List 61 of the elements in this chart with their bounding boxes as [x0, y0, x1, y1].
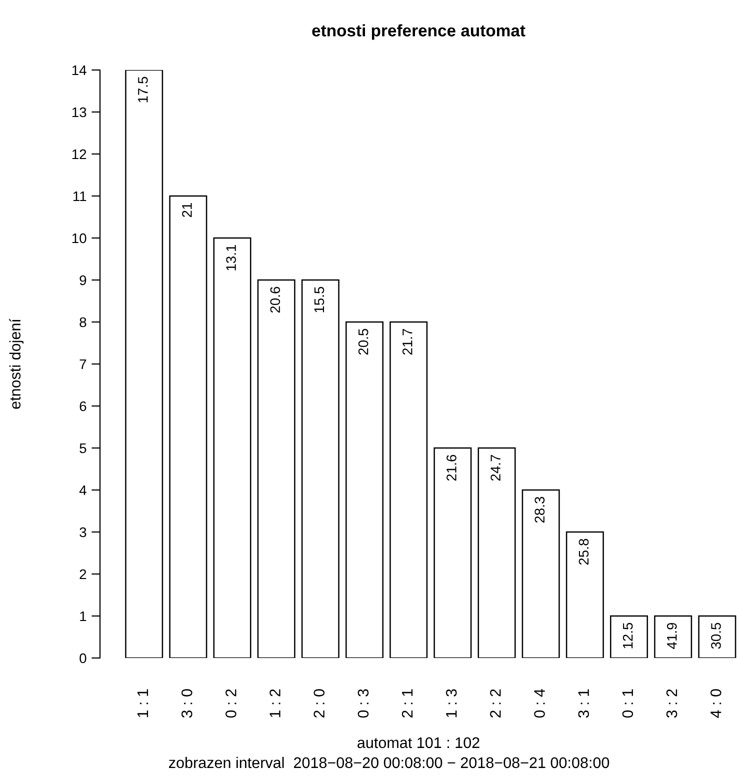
y-tick-label: 1 — [80, 611, 86, 622]
bar — [346, 321, 384, 658]
x-tick-label: 0 : 2 — [226, 689, 236, 718]
x-tick-label: 1 : 1 — [138, 689, 148, 718]
annotation: 24.7 — [490, 454, 500, 481]
y-tick-label: 13 — [72, 107, 86, 118]
y-tick-label: 0 — [80, 653, 86, 664]
bar — [698, 615, 736, 658]
x-tick-label: 0 : 4 — [534, 689, 545, 718]
y-tick-label: 12 — [72, 149, 86, 160]
y-tick-label: 14 — [72, 65, 86, 76]
annotation: 13.1 — [226, 244, 236, 270]
annotation: 28.3 — [534, 496, 545, 523]
bar — [654, 615, 692, 658]
y-tick-label: 7 — [80, 359, 86, 370]
annotation: 12.5 — [622, 622, 633, 648]
bar — [257, 279, 296, 658]
annotation: 25.8 — [578, 538, 589, 565]
annotation: 21.6 — [446, 454, 456, 481]
annotation: 41.9 — [666, 622, 677, 650]
bar — [478, 447, 516, 658]
x-axis-title: automat 101 : 102 — [358, 737, 480, 748]
text: zobrazen interval 2018−08−20 00:08:00 − 2018−08−21 00:08:00 — [169, 756, 610, 768]
x-tick-label: 0 : 1 — [622, 689, 634, 718]
y-tick-label: 9 — [80, 275, 86, 286]
annotation: 15.5 — [314, 286, 324, 312]
x-tick-label: 2 : 2 — [490, 689, 501, 718]
y-tick-label: 11 — [73, 191, 86, 202]
y-tick-label: 5 — [80, 443, 86, 454]
x-tick-label: 0 : 3 — [358, 689, 369, 718]
annotation: 21 — [182, 202, 192, 218]
x-tick-label: 2 : 0 — [314, 689, 325, 718]
bar — [610, 615, 648, 658]
bar — [566, 531, 604, 658]
y-tick-label: 4 — [79, 485, 86, 496]
annotation: 30.5 — [711, 622, 721, 649]
bar — [434, 447, 472, 658]
bar — [390, 321, 428, 658]
x-tick-label: 3 : 0 — [181, 689, 192, 718]
annotation: 17.5 — [138, 76, 148, 102]
x-tick-label: 2 : 1 — [402, 689, 413, 718]
bar — [125, 70, 164, 658]
y-tick-label: 10 — [72, 233, 86, 244]
annotation: 21.7 — [402, 328, 412, 355]
y-tick-label: 8 — [80, 317, 86, 328]
x-tick-label: 1 : 2 — [270, 689, 280, 718]
bar — [169, 195, 208, 658]
bar — [301, 279, 340, 658]
x-tick-label: 1 : 3 — [446, 689, 457, 718]
annotation: 20.6 — [270, 286, 280, 313]
bar — [522, 489, 560, 658]
y-tick-label: 2 — [80, 569, 86, 580]
y-tick-label: 6 — [80, 401, 86, 412]
y-axis-title: etnosti dojení — [9, 318, 24, 409]
x-tick-label: 3 : 2 — [666, 689, 678, 718]
bar — [213, 237, 252, 658]
x-tick-label: 3 : 1 — [578, 689, 590, 718]
annotation: 20.5 — [358, 328, 368, 355]
chart-title: etnosti preference automat — [312, 24, 526, 40]
x-tick-label: 4 : 0 — [710, 689, 722, 718]
y-tick-label: 3 — [80, 527, 86, 538]
